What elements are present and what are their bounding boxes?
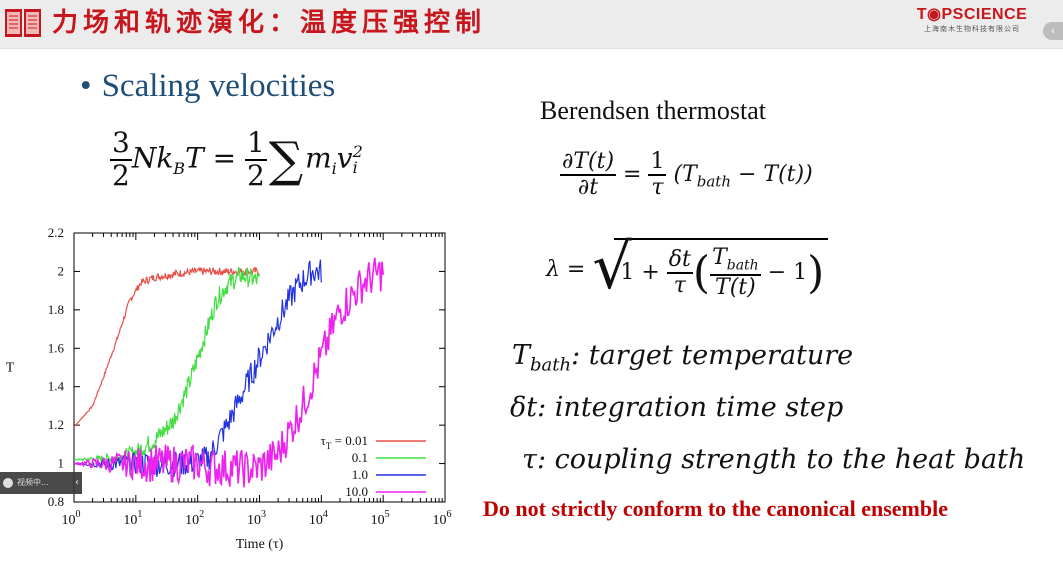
y-tick-label: 1 (58, 456, 65, 471)
bullet-heading-text: Scaling velocities (101, 68, 336, 104)
definition-tau: τ: coupling strength to the heat bath (522, 444, 1026, 475)
berendsen-title: Berendsen thermostat (540, 96, 766, 125)
y-tick-label: 1.6 (48, 340, 65, 355)
square-root: √ 1 + δt τ(Tbath T(t) − 1) (592, 236, 829, 302)
legend-label: 10.0 (345, 484, 368, 499)
overlay-label: 视频中... (17, 478, 49, 487)
slides-book-icon (5, 9, 41, 37)
x-tick-label: 100 (62, 509, 81, 528)
series-line (74, 266, 261, 465)
collapse-panel-button[interactable]: ‹ (1043, 22, 1063, 40)
x-tick-label: 106 (433, 509, 452, 528)
overlay-collapse-icon[interactable]: ‹ (75, 477, 79, 488)
slide-title: 力场和轨迹演化：温度压强控制 (52, 8, 487, 38)
x-tick-label: 104 (309, 509, 328, 528)
x-tick-label: 105 (371, 509, 390, 528)
y-tick-label: 1.2 (48, 417, 64, 432)
x-tick-label: 101 (123, 509, 142, 528)
sum-symbol: ∑ (268, 131, 304, 188)
logo-wordmark: T◉PSCIENCE (916, 6, 1028, 23)
kinetic-energy-equation: 3 2 NkBT = 1 2 ∑miv 2 i (110, 126, 363, 192)
lambda-equation: λ = √ 1 + δt τ(Tbath T(t) − 1) (546, 236, 829, 302)
definition-delta-t: δt: integration time step (510, 392, 844, 423)
x-axis-label: Time (τ) (236, 537, 284, 552)
legend-label: 1.0 (352, 467, 368, 482)
series-line (73, 259, 322, 477)
x-tick-label: 102 (185, 509, 204, 528)
y-tick-label: 2.2 (48, 225, 64, 240)
legend-label: τT = 0.01 (321, 433, 368, 451)
play-icon[interactable] (3, 477, 13, 488)
y-axis-label: T (6, 361, 15, 376)
bullet-heading: • Scaling velocities (80, 68, 335, 105)
x-tick-label: 103 (247, 509, 266, 528)
topscience-logo: T◉PSCIENCE 上海南木生物科技有限公司 (912, 6, 1032, 34)
definition-tbath: Tbath: target temperature (512, 340, 854, 376)
y-tick-label: 0.8 (48, 494, 64, 509)
derivative-fraction: ∂T(t) ∂t (560, 149, 617, 201)
bullet-dot: • (80, 68, 92, 104)
series-line (73, 266, 260, 428)
video-overlay-bar[interactable]: 视频中... ‹ (0, 472, 82, 494)
logo-subtitle: 上海南木生物科技有限公司 (924, 25, 1020, 33)
series-line (73, 257, 384, 488)
canonical-ensemble-warning: Do not strictly conform to the canonical… (483, 496, 948, 521)
legend-label: 0.1 (352, 450, 368, 465)
slide-header: 力场和轨迹演化：温度压强控制 T◉PSCIENCE 上海南木生物科技有限公司 ‹ (0, 0, 1063, 49)
y-tick-label: 2 (58, 263, 65, 278)
y-tick-label: 1.4 (48, 379, 65, 394)
y-tick-label: 1.8 (48, 302, 64, 317)
